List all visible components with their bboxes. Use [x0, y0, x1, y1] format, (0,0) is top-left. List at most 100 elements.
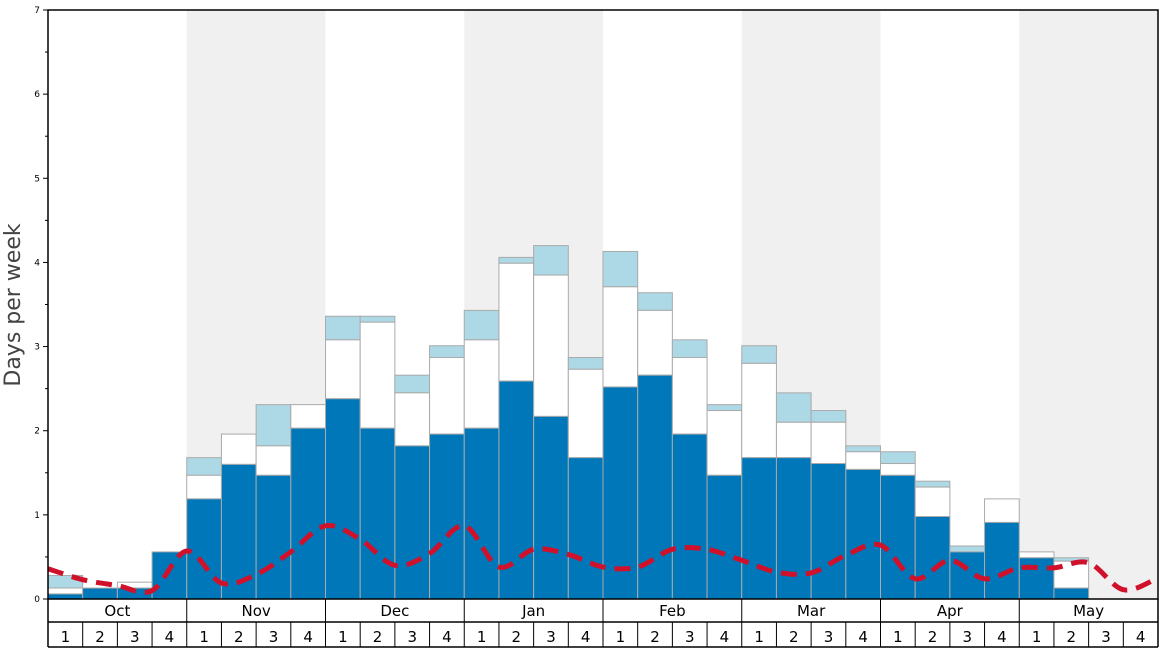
- y-tick-label: 6: [34, 90, 40, 100]
- bar-light-18: [671, 339, 708, 359]
- bar-light-8: [325, 315, 361, 341]
- bar-dark-12: [463, 427, 500, 600]
- week-label: 2: [650, 628, 660, 646]
- average-line-layer: [48, 523, 1158, 595]
- bar-light-21: [775, 392, 812, 423]
- bar-light-26: [949, 545, 986, 553]
- week-label: 3: [546, 628, 556, 646]
- week-label: 2: [95, 628, 105, 646]
- bar-mid-4: [186, 474, 222, 500]
- week-label: 3: [1101, 628, 1111, 646]
- month-label-mar: Mar: [797, 602, 826, 620]
- bar-mid-16: [602, 286, 639, 388]
- bar-light-16: [602, 250, 639, 288]
- bar-dark-16: [602, 386, 639, 600]
- week-label: 3: [685, 628, 695, 646]
- month-label-may: May: [1073, 602, 1104, 620]
- bar-light-12: [463, 309, 500, 341]
- bar-dark-19: [706, 474, 743, 600]
- bar-mid-8: [325, 339, 361, 400]
- bar-dark-11: [429, 433, 465, 600]
- month-shade-may: [1019, 10, 1158, 599]
- week-label: 2: [928, 628, 938, 646]
- bar-light-13: [498, 256, 535, 264]
- week-label: 2: [512, 628, 522, 646]
- bar-mid-12: [463, 339, 500, 429]
- bar-dark-28: [1018, 557, 1055, 600]
- bar-light-19: [706, 404, 743, 412]
- month-label-feb: Feb: [659, 602, 686, 620]
- y-tick-label: 7: [34, 6, 40, 16]
- y-tick-label: 4: [34, 258, 40, 268]
- week-label: 3: [269, 628, 279, 646]
- bar-light-15: [567, 357, 604, 370]
- bar-light-6: [255, 404, 292, 447]
- y-tick-label: 0: [34, 595, 40, 605]
- week-label: 3: [824, 628, 834, 646]
- bar-dark-21: [775, 457, 812, 600]
- bar-dark-20: [741, 457, 777, 600]
- bar-light-9: [359, 315, 396, 323]
- week-label: 3: [962, 628, 972, 646]
- y-tick-label: 5: [34, 174, 40, 184]
- bar-mid-28: [1018, 551, 1055, 559]
- bar-dark-22: [810, 463, 847, 600]
- bar-mid-27: [984, 498, 1020, 523]
- bar-light-11: [429, 345, 465, 359]
- week-label: 4: [858, 628, 868, 646]
- bar-light-20: [741, 345, 777, 364]
- bar-dark-27: [984, 521, 1020, 600]
- month-label-jan: Jan: [521, 602, 545, 620]
- bar-dark-9: [359, 427, 396, 600]
- bar-mid-22: [810, 421, 847, 465]
- bar-mid-24: [880, 463, 916, 476]
- bar-light-24: [880, 451, 916, 465]
- bar-dark-0: [47, 593, 84, 600]
- bar-dark-7: [290, 427, 326, 600]
- week-label: 2: [234, 628, 244, 646]
- bar-dark-10: [394, 445, 431, 600]
- month-label-nov: Nov: [241, 602, 270, 620]
- week-label: 1: [338, 628, 348, 646]
- month-label-apr: Apr: [937, 602, 964, 620]
- week-label: 1: [616, 628, 626, 646]
- y-axis-label: Days per week: [1, 223, 26, 386]
- bar-dark-8: [325, 398, 361, 600]
- bar-light-14: [533, 245, 569, 276]
- bar-mid-7: [290, 404, 326, 429]
- month-label-oct: Oct: [104, 602, 130, 620]
- week-label: 4: [720, 628, 730, 646]
- y-axis: 0 1 2 3 4 5 6 7: [34, 6, 48, 605]
- week-label: 1: [754, 628, 764, 646]
- week-label: 1: [477, 628, 487, 646]
- bar-mid-21: [775, 421, 812, 459]
- bar-dark-6: [255, 474, 292, 600]
- bars: [47, 245, 1090, 600]
- bar-mid-11: [429, 357, 465, 435]
- bar-light-17: [637, 292, 673, 311]
- week-label: 1: [893, 628, 903, 646]
- bar-mid-5: [220, 433, 257, 465]
- bar-mid-10: [394, 392, 431, 447]
- week-label: 4: [581, 628, 591, 646]
- bar-dark-18: [671, 433, 708, 600]
- week-label: 3: [130, 628, 140, 646]
- bar-mid-0: [47, 587, 84, 595]
- week-label: 2: [789, 628, 799, 646]
- bar-light-23: [845, 445, 881, 453]
- bar-dark-29: [1053, 587, 1090, 600]
- bar-mid-18: [671, 357, 708, 435]
- week-label: 3: [407, 628, 417, 646]
- average-line: [48, 523, 1158, 595]
- bar-mid-15: [567, 368, 604, 459]
- bar-mid-9: [359, 321, 396, 429]
- bar-dark-4: [186, 498, 222, 600]
- y-tick-label: 1: [34, 511, 40, 521]
- week-label: 2: [373, 628, 383, 646]
- week-label: 4: [997, 628, 1007, 646]
- bar-dark-14: [533, 415, 569, 600]
- week-label: 1: [199, 628, 209, 646]
- bar-dark-13: [498, 380, 535, 600]
- week-label: 4: [303, 628, 313, 646]
